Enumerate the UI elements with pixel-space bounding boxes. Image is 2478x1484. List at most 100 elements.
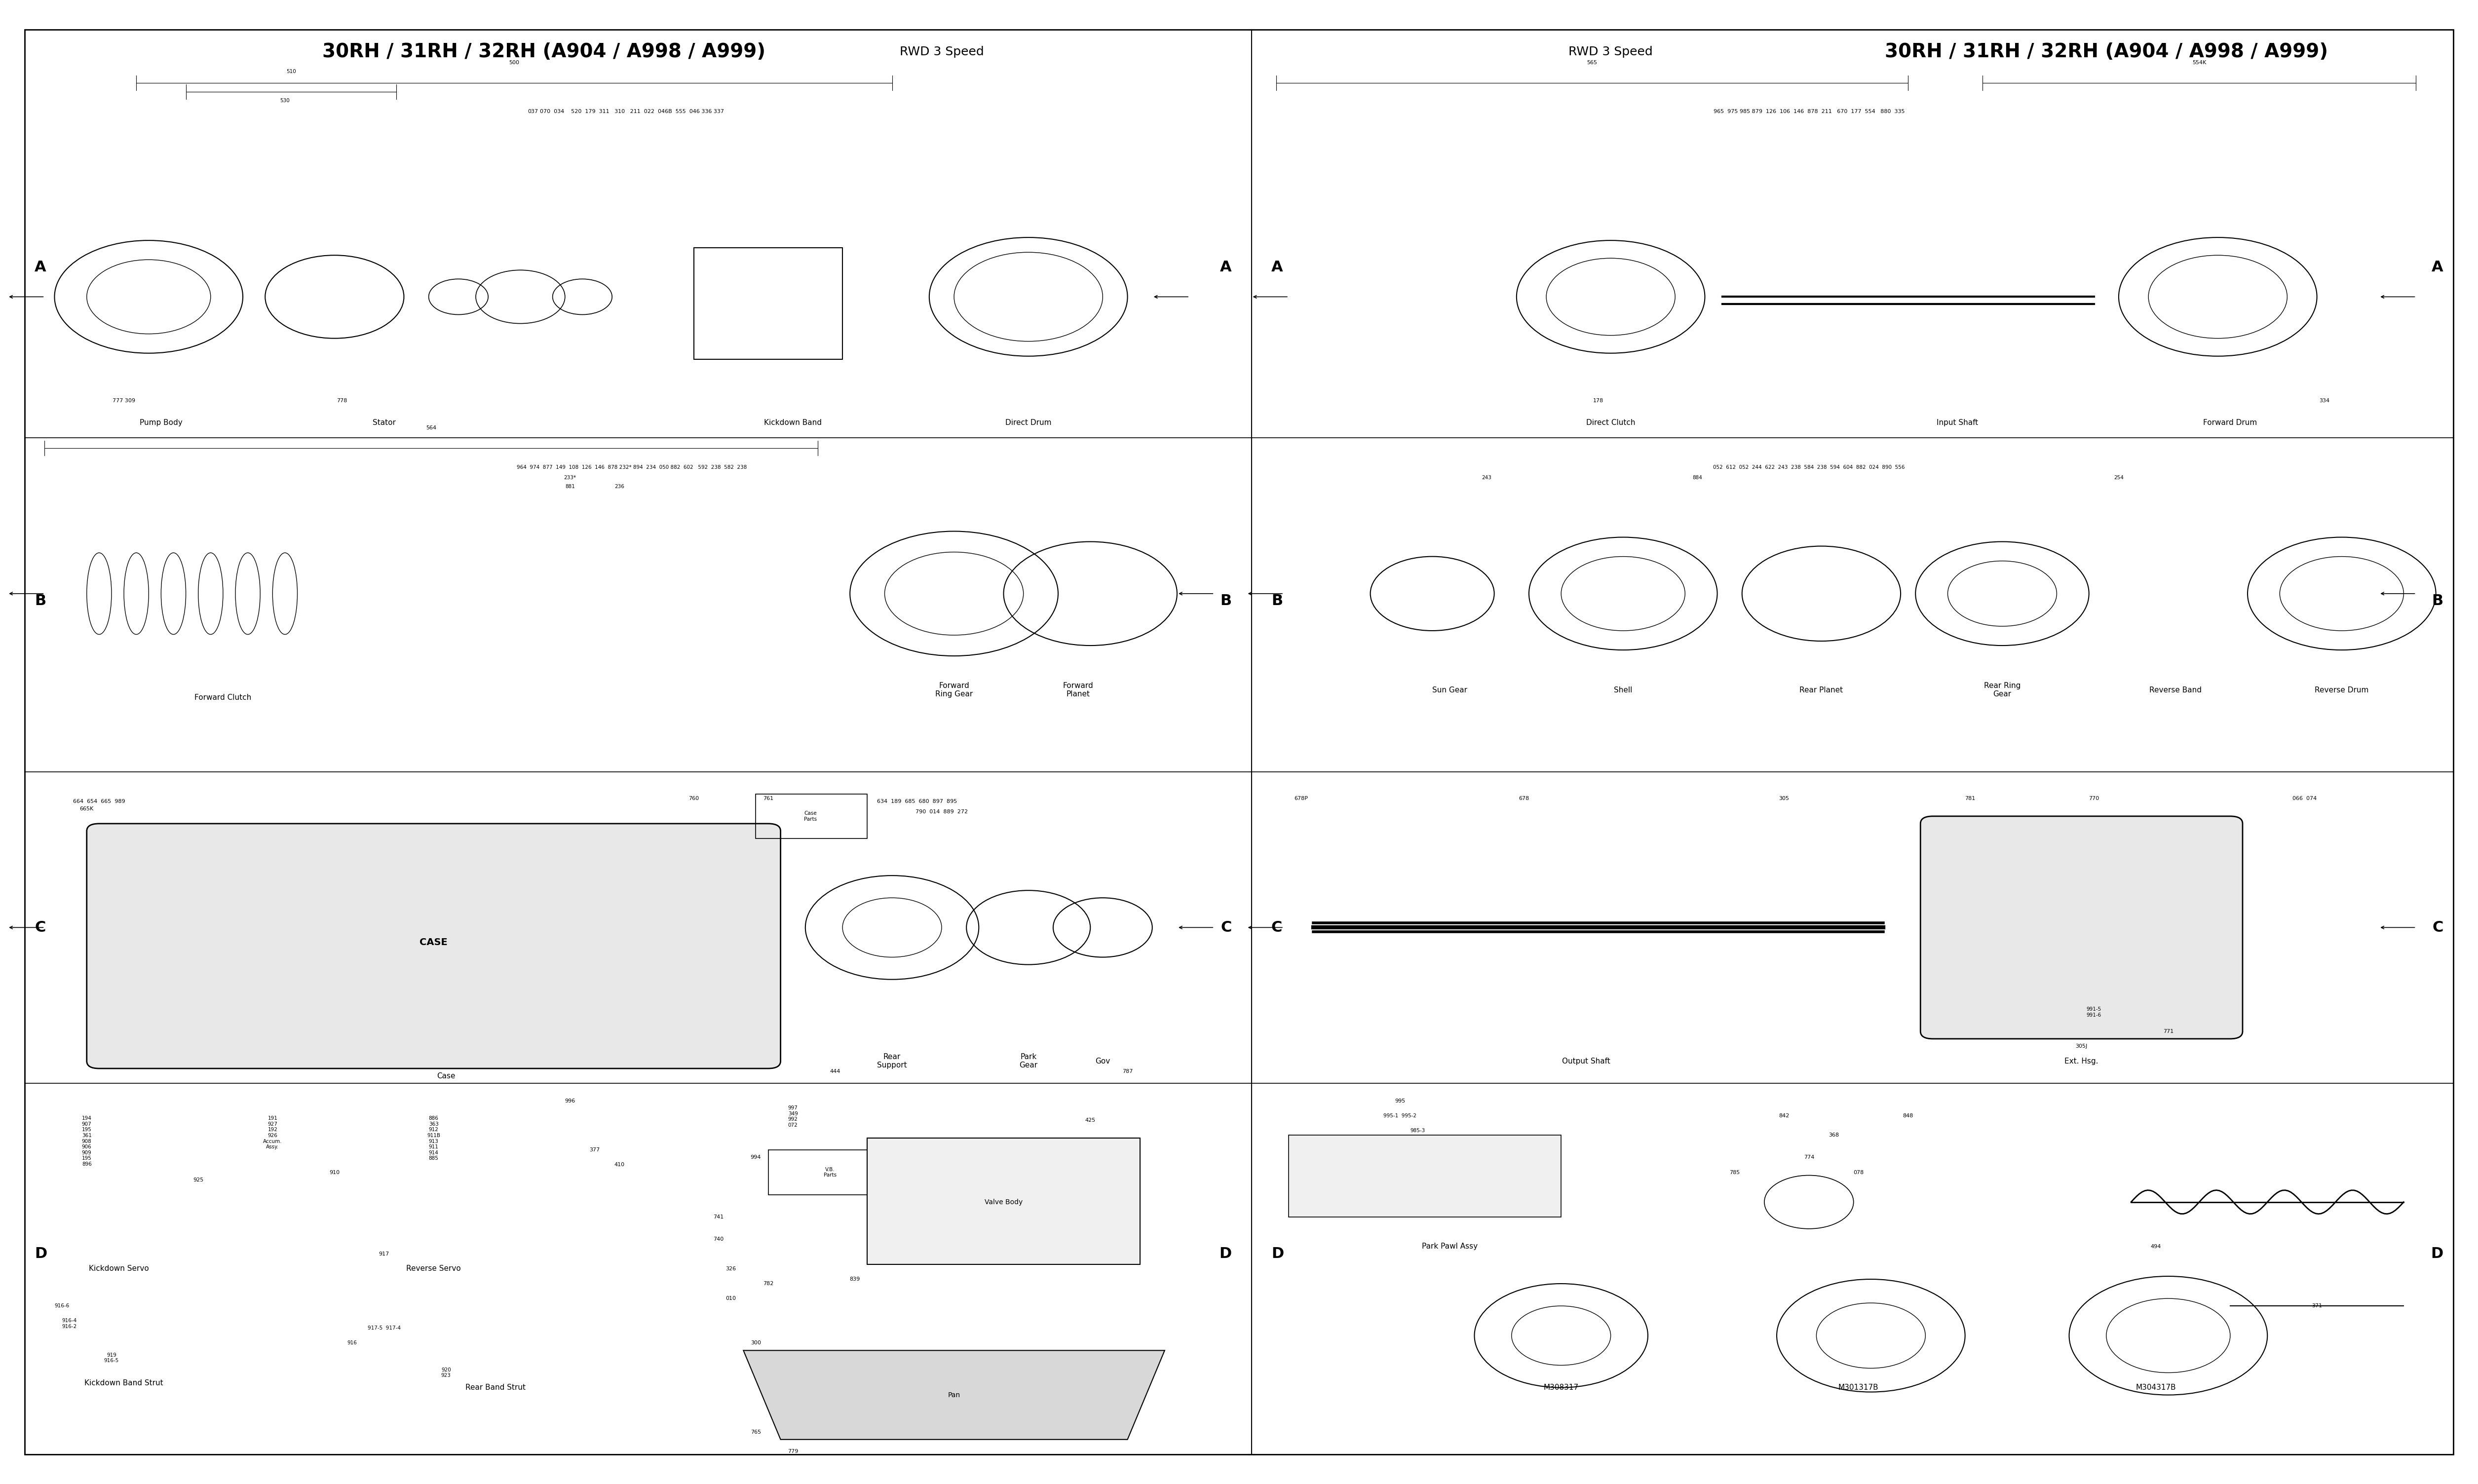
Text: M301317B: M301317B	[1839, 1385, 1878, 1391]
Text: Direct Clutch: Direct Clutch	[1586, 420, 1635, 426]
Text: Kickdown Band: Kickdown Band	[763, 420, 823, 426]
Text: 010: 010	[726, 1296, 736, 1301]
Text: 334: 334	[2319, 398, 2329, 404]
Text: 191
927
192
926
Accum.
Assy.: 191 927 192 926 Accum. Assy.	[263, 1116, 282, 1150]
FancyBboxPatch shape	[87, 824, 781, 1068]
Text: Reverse Servo: Reverse Servo	[406, 1266, 461, 1272]
Text: 678P: 678P	[1294, 795, 1308, 801]
Text: 305: 305	[1779, 795, 1789, 801]
Text: 925: 925	[193, 1177, 203, 1183]
Text: 778: 778	[337, 398, 347, 404]
Text: D: D	[2431, 1247, 2443, 1261]
Text: Case: Case	[436, 1073, 456, 1079]
Text: Ext. Hsg.: Ext. Hsg.	[2064, 1058, 2099, 1064]
Text: B: B	[1219, 594, 1232, 608]
Text: 916-6: 916-6	[55, 1303, 69, 1309]
Polygon shape	[743, 1350, 1165, 1439]
Text: CASE: CASE	[419, 938, 449, 947]
Text: Gov: Gov	[1095, 1058, 1110, 1064]
Text: 530: 530	[280, 98, 290, 104]
Text: 995: 995	[1395, 1098, 1405, 1104]
Text: 881: 881	[565, 484, 575, 490]
Text: 787: 787	[1123, 1068, 1132, 1074]
Bar	[694, 248, 843, 359]
Text: 916: 916	[347, 1340, 357, 1346]
Text: 236: 236	[615, 484, 624, 490]
Text: 842: 842	[1779, 1113, 1789, 1119]
Text: Forward
Ring Gear: Forward Ring Gear	[934, 683, 974, 697]
Text: 779: 779	[788, 1448, 798, 1454]
Text: 886
363
912
911B
913
911
914
885: 886 363 912 911B 913 911 914 885	[426, 1116, 441, 1160]
Text: Reverse Band: Reverse Band	[2148, 687, 2203, 693]
Text: 777 309: 777 309	[112, 398, 136, 404]
Text: Direct Drum: Direct Drum	[1006, 420, 1051, 426]
Text: 30RH / 31RH / 32RH (A904 / A998 / A999): 30RH / 31RH / 32RH (A904 / A998 / A999)	[322, 43, 766, 61]
Text: A: A	[1219, 260, 1232, 275]
Text: 741: 741	[714, 1214, 724, 1220]
Text: B: B	[1271, 594, 1284, 608]
Text: 078: 078	[1854, 1169, 1863, 1175]
Text: 839: 839	[850, 1276, 860, 1282]
Text: 565: 565	[1586, 61, 1598, 65]
Text: RWD 3 Speed: RWD 3 Speed	[900, 46, 984, 58]
Text: A: A	[35, 260, 47, 275]
Text: 500: 500	[508, 61, 520, 65]
Text: C: C	[1271, 920, 1281, 935]
Text: 994: 994	[751, 1155, 761, 1160]
Text: 884: 884	[1692, 475, 1702, 481]
Text: 917: 917	[379, 1251, 389, 1257]
Text: 305J: 305J	[2077, 1043, 2086, 1049]
Text: 790  014  889  272: 790 014 889 272	[914, 809, 969, 815]
Text: Rear
Support: Rear Support	[877, 1054, 907, 1068]
Text: 919
916-5: 919 916-5	[104, 1352, 119, 1364]
Bar	[768, 1150, 892, 1195]
Text: Rear Band Strut: Rear Band Strut	[466, 1385, 525, 1391]
Text: 995-1  995-2: 995-1 995-2	[1383, 1113, 1417, 1119]
Text: D: D	[1271, 1247, 1284, 1261]
Text: Forward Drum: Forward Drum	[2203, 420, 2257, 426]
Text: Forward
Planet: Forward Planet	[1063, 683, 1093, 697]
Text: 771: 771	[2163, 1028, 2173, 1034]
Text: 371: 371	[2312, 1303, 2322, 1309]
Text: Reverse Drum: Reverse Drum	[2314, 687, 2369, 693]
Text: 997
349
992
072: 997 349 992 072	[788, 1106, 798, 1128]
Text: 761: 761	[763, 795, 773, 801]
Text: A: A	[1271, 260, 1284, 275]
Text: 664  654  665  989: 664 654 665 989	[72, 798, 126, 804]
Text: Input Shaft: Input Shaft	[1938, 420, 1977, 426]
Text: 243: 243	[1482, 475, 1492, 481]
Text: 052  612  052  244  622  243  238  584  238  594  604  882  024  890  556: 052 612 052 244 622 243 238 584 238 594 …	[1712, 464, 1906, 470]
Text: 985-3: 985-3	[1410, 1128, 1425, 1134]
Text: 254: 254	[2114, 475, 2124, 481]
Text: C: C	[1222, 920, 1232, 935]
Text: 848: 848	[1903, 1113, 1913, 1119]
Text: 740: 740	[714, 1236, 724, 1242]
Text: Rear Ring
Gear: Rear Ring Gear	[1985, 683, 2020, 697]
Text: 781: 781	[1965, 795, 1975, 801]
Text: C: C	[35, 920, 45, 935]
Text: V.B.
Parts: V.B. Parts	[823, 1166, 838, 1178]
Text: 774: 774	[1804, 1155, 1814, 1160]
Text: 964  974  877  149  108  126  146  878 232* 894  234  050 882  602   592  238  5: 964 974 877 149 108 126 146 878 232* 894…	[518, 464, 746, 470]
Bar	[756, 794, 867, 838]
Text: Park Pawl Assy: Park Pawl Assy	[1422, 1244, 1477, 1250]
Text: D: D	[1219, 1247, 1232, 1261]
Text: A: A	[2431, 260, 2443, 275]
Text: 782: 782	[763, 1281, 773, 1287]
Text: 910: 910	[330, 1169, 339, 1175]
Text: 066  074: 066 074	[2292, 795, 2317, 801]
Text: 326: 326	[726, 1266, 736, 1272]
Text: Case
Parts: Case Parts	[803, 810, 818, 822]
Text: 425: 425	[1085, 1117, 1095, 1123]
Text: Stator: Stator	[372, 420, 396, 426]
Text: 996: 996	[565, 1098, 575, 1104]
Text: 770: 770	[2089, 795, 2099, 801]
Text: Kickdown Servo: Kickdown Servo	[89, 1266, 149, 1272]
Text: 634  189  685  680  897  895: 634 189 685 680 897 895	[877, 798, 957, 804]
Text: Rear Planet: Rear Planet	[1799, 687, 1844, 693]
Text: 678: 678	[1519, 795, 1529, 801]
Text: 444: 444	[830, 1068, 840, 1074]
Text: Sun Gear: Sun Gear	[1432, 687, 1467, 693]
Text: Pump Body: Pump Body	[139, 420, 183, 426]
Text: Valve Body: Valve Body	[984, 1199, 1023, 1205]
